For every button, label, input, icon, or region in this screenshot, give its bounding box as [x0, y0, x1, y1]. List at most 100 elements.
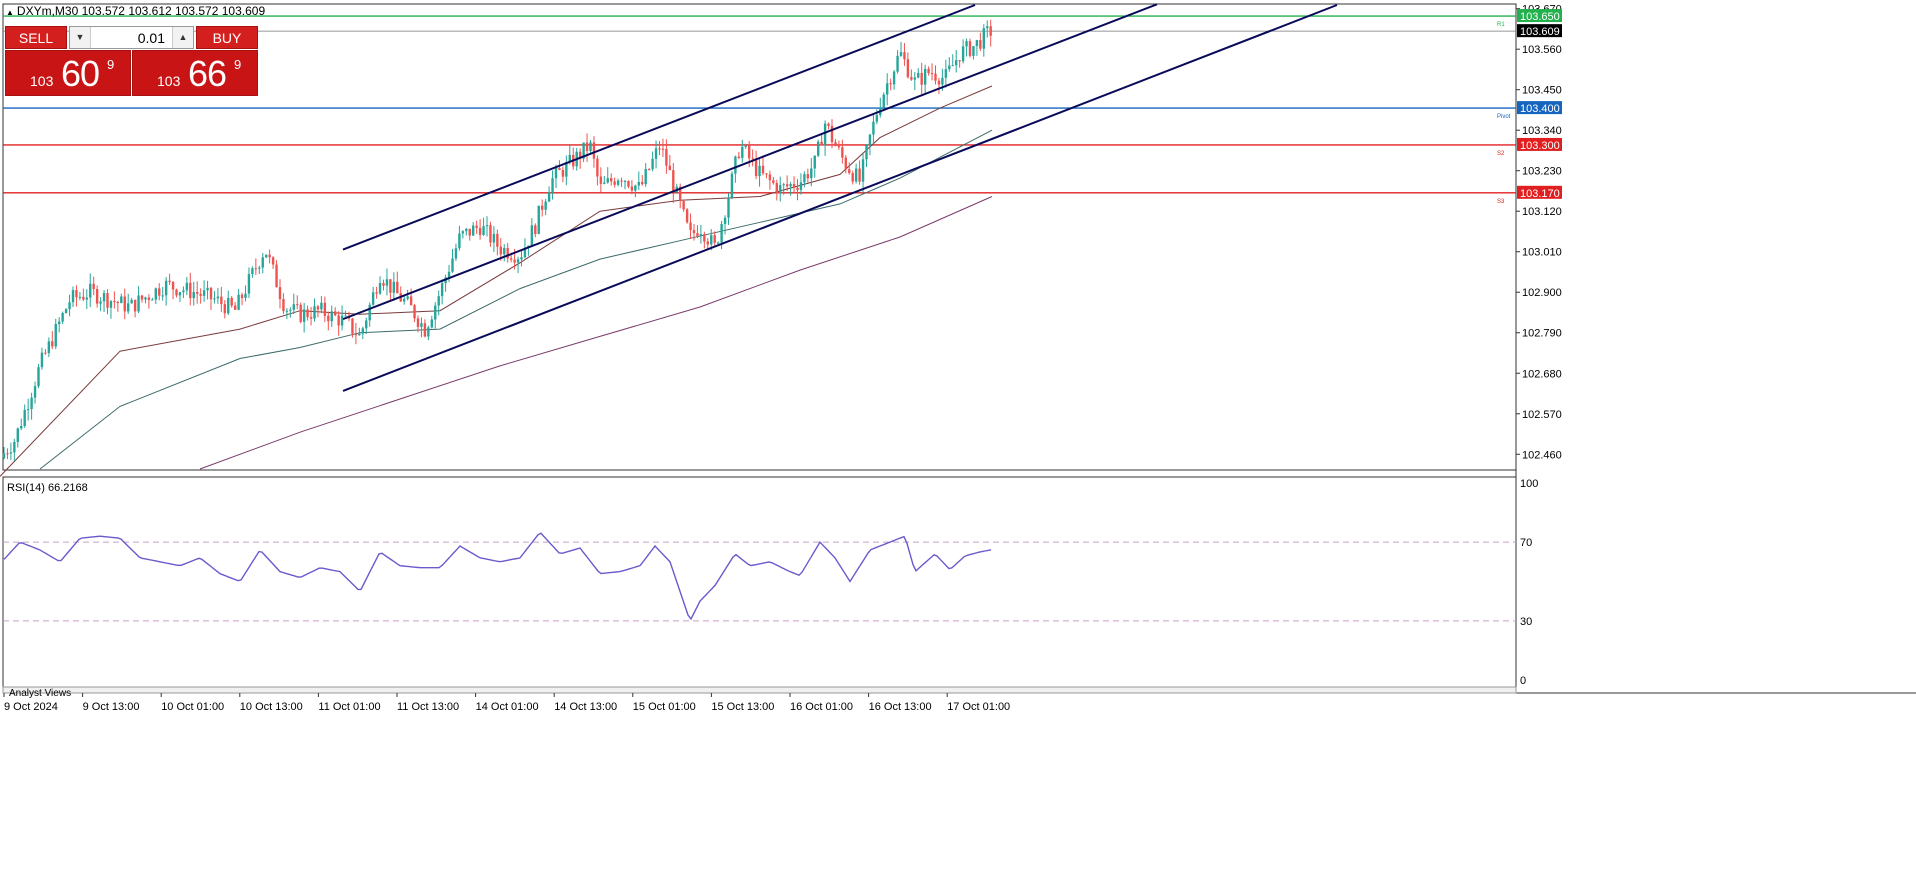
candle-body — [216, 296, 220, 299]
candle-body — [209, 287, 213, 300]
time-tick-label: 11 Oct 13:00 — [397, 701, 459, 713]
candle-body — [47, 341, 51, 354]
candle-body — [658, 148, 661, 150]
candle-body — [986, 26, 989, 29]
buy-button[interactable]: BUY — [196, 26, 258, 49]
candle-body — [285, 310, 289, 312]
candle-body — [265, 254, 268, 258]
ask-price-fraction: 9 — [234, 57, 242, 72]
candle-body — [955, 60, 958, 66]
trend-channel[interactable] — [342, 3, 1338, 392]
candle-body — [661, 148, 665, 150]
price-tick-label: 102.790 — [1522, 328, 1562, 340]
candle-body — [220, 296, 223, 305]
price-axis[interactable]: 103.670103.560103.450103.340103.230103.1… — [1516, 4, 1562, 462]
collapse-arrow-icon[interactable]: ▲ — [6, 8, 14, 17]
candle-body — [440, 283, 444, 297]
lot-increase-icon[interactable]: ▲ — [172, 27, 193, 48]
ask-price-button[interactable]: 103 66 9 — [132, 50, 258, 96]
rsi-scale-label: 0 — [1520, 675, 1526, 687]
candle-body — [834, 142, 837, 146]
time-tick-label: 10 Oct 01:00 — [161, 701, 224, 713]
lot-size-input[interactable] — [92, 27, 169, 48]
candle-body — [499, 246, 502, 255]
symbol-ohlc: DXYm,M30 103.572 103.612 103.572 103.609 — [16, 4, 266, 18]
price-tick-label: 103.230 — [1522, 166, 1562, 178]
candle-body — [958, 60, 961, 62]
ma_slow-line — [199, 196, 993, 470]
candle-body — [734, 156, 737, 174]
candle-body — [430, 319, 433, 328]
candle-body — [116, 302, 120, 304]
bid-price-button[interactable]: 103 60 9 — [5, 50, 131, 96]
candle-body — [975, 40, 979, 47]
candle-body — [164, 280, 168, 296]
candle-body — [409, 296, 413, 306]
candle-body — [299, 304, 302, 322]
candle-body — [516, 259, 520, 263]
candle-body — [679, 186, 682, 202]
time-tick-label: 10 Oct 13:00 — [240, 701, 303, 713]
candle-body — [213, 298, 216, 300]
candle-body — [75, 290, 78, 298]
candle-body — [551, 178, 554, 192]
candle-body — [654, 148, 658, 159]
candle-body — [68, 302, 71, 310]
candle-body — [95, 289, 99, 304]
candle-body — [227, 297, 230, 314]
analyst-views-bar[interactable] — [2, 686, 1517, 694]
candle-body — [713, 235, 716, 243]
lot-size-stepper[interactable]: ▼ ▲ — [69, 26, 194, 49]
candle-body — [447, 271, 451, 278]
level-tag: S2 — [1497, 151, 1505, 157]
lot-decrease-icon[interactable]: ▼ — [70, 27, 91, 48]
rsi-scale-label: 100 — [1520, 478, 1538, 490]
candle-body — [606, 178, 609, 183]
candle-body — [320, 302, 323, 310]
candle-body — [720, 224, 723, 243]
candle-body — [610, 178, 613, 182]
candle-body — [544, 201, 547, 210]
candle-body — [133, 299, 137, 312]
candle-body — [206, 287, 209, 291]
candle-body — [565, 161, 568, 177]
candle-body — [920, 72, 923, 85]
one-click-trading-panel: SELL ▼ ▲ BUY 103 60 9 103 66 9 — [5, 26, 258, 96]
candle-body — [478, 227, 482, 235]
candle-body — [875, 115, 879, 122]
candle-body — [496, 233, 499, 247]
candle-body — [472, 225, 475, 236]
candle-body — [910, 77, 913, 80]
candle-body — [647, 168, 651, 170]
candle-body — [803, 174, 806, 183]
candle-body — [934, 73, 937, 81]
sell-button[interactable]: SELL — [5, 26, 67, 49]
candle-body — [458, 233, 461, 249]
candle-body — [779, 185, 782, 194]
candle-body — [420, 323, 423, 327]
candle-body — [509, 258, 513, 260]
candle-body — [585, 142, 589, 152]
candle-body — [744, 145, 747, 147]
rsi-line — [3, 532, 992, 621]
candle-body — [9, 452, 13, 454]
candle-body — [406, 296, 409, 299]
candle-body — [123, 296, 126, 312]
candle-body — [913, 77, 916, 80]
candle-body — [2, 453, 6, 458]
time-tick-label: 14 Oct 13:00 — [554, 701, 617, 713]
analyst-views-label[interactable]: Analyst Views — [9, 688, 71, 699]
candle-body — [396, 281, 399, 294]
candle-body — [813, 155, 816, 169]
candle-body — [340, 315, 344, 326]
rsi-levels — [3, 541, 1516, 622]
candle-body — [917, 72, 920, 78]
candle-body — [685, 209, 689, 223]
price-tick-label: 102.900 — [1522, 287, 1562, 299]
candle-body — [106, 293, 109, 308]
candle-body — [599, 176, 603, 184]
candle-body — [40, 352, 44, 368]
rsi-polyline — [3, 532, 992, 621]
candle-body — [140, 295, 144, 300]
